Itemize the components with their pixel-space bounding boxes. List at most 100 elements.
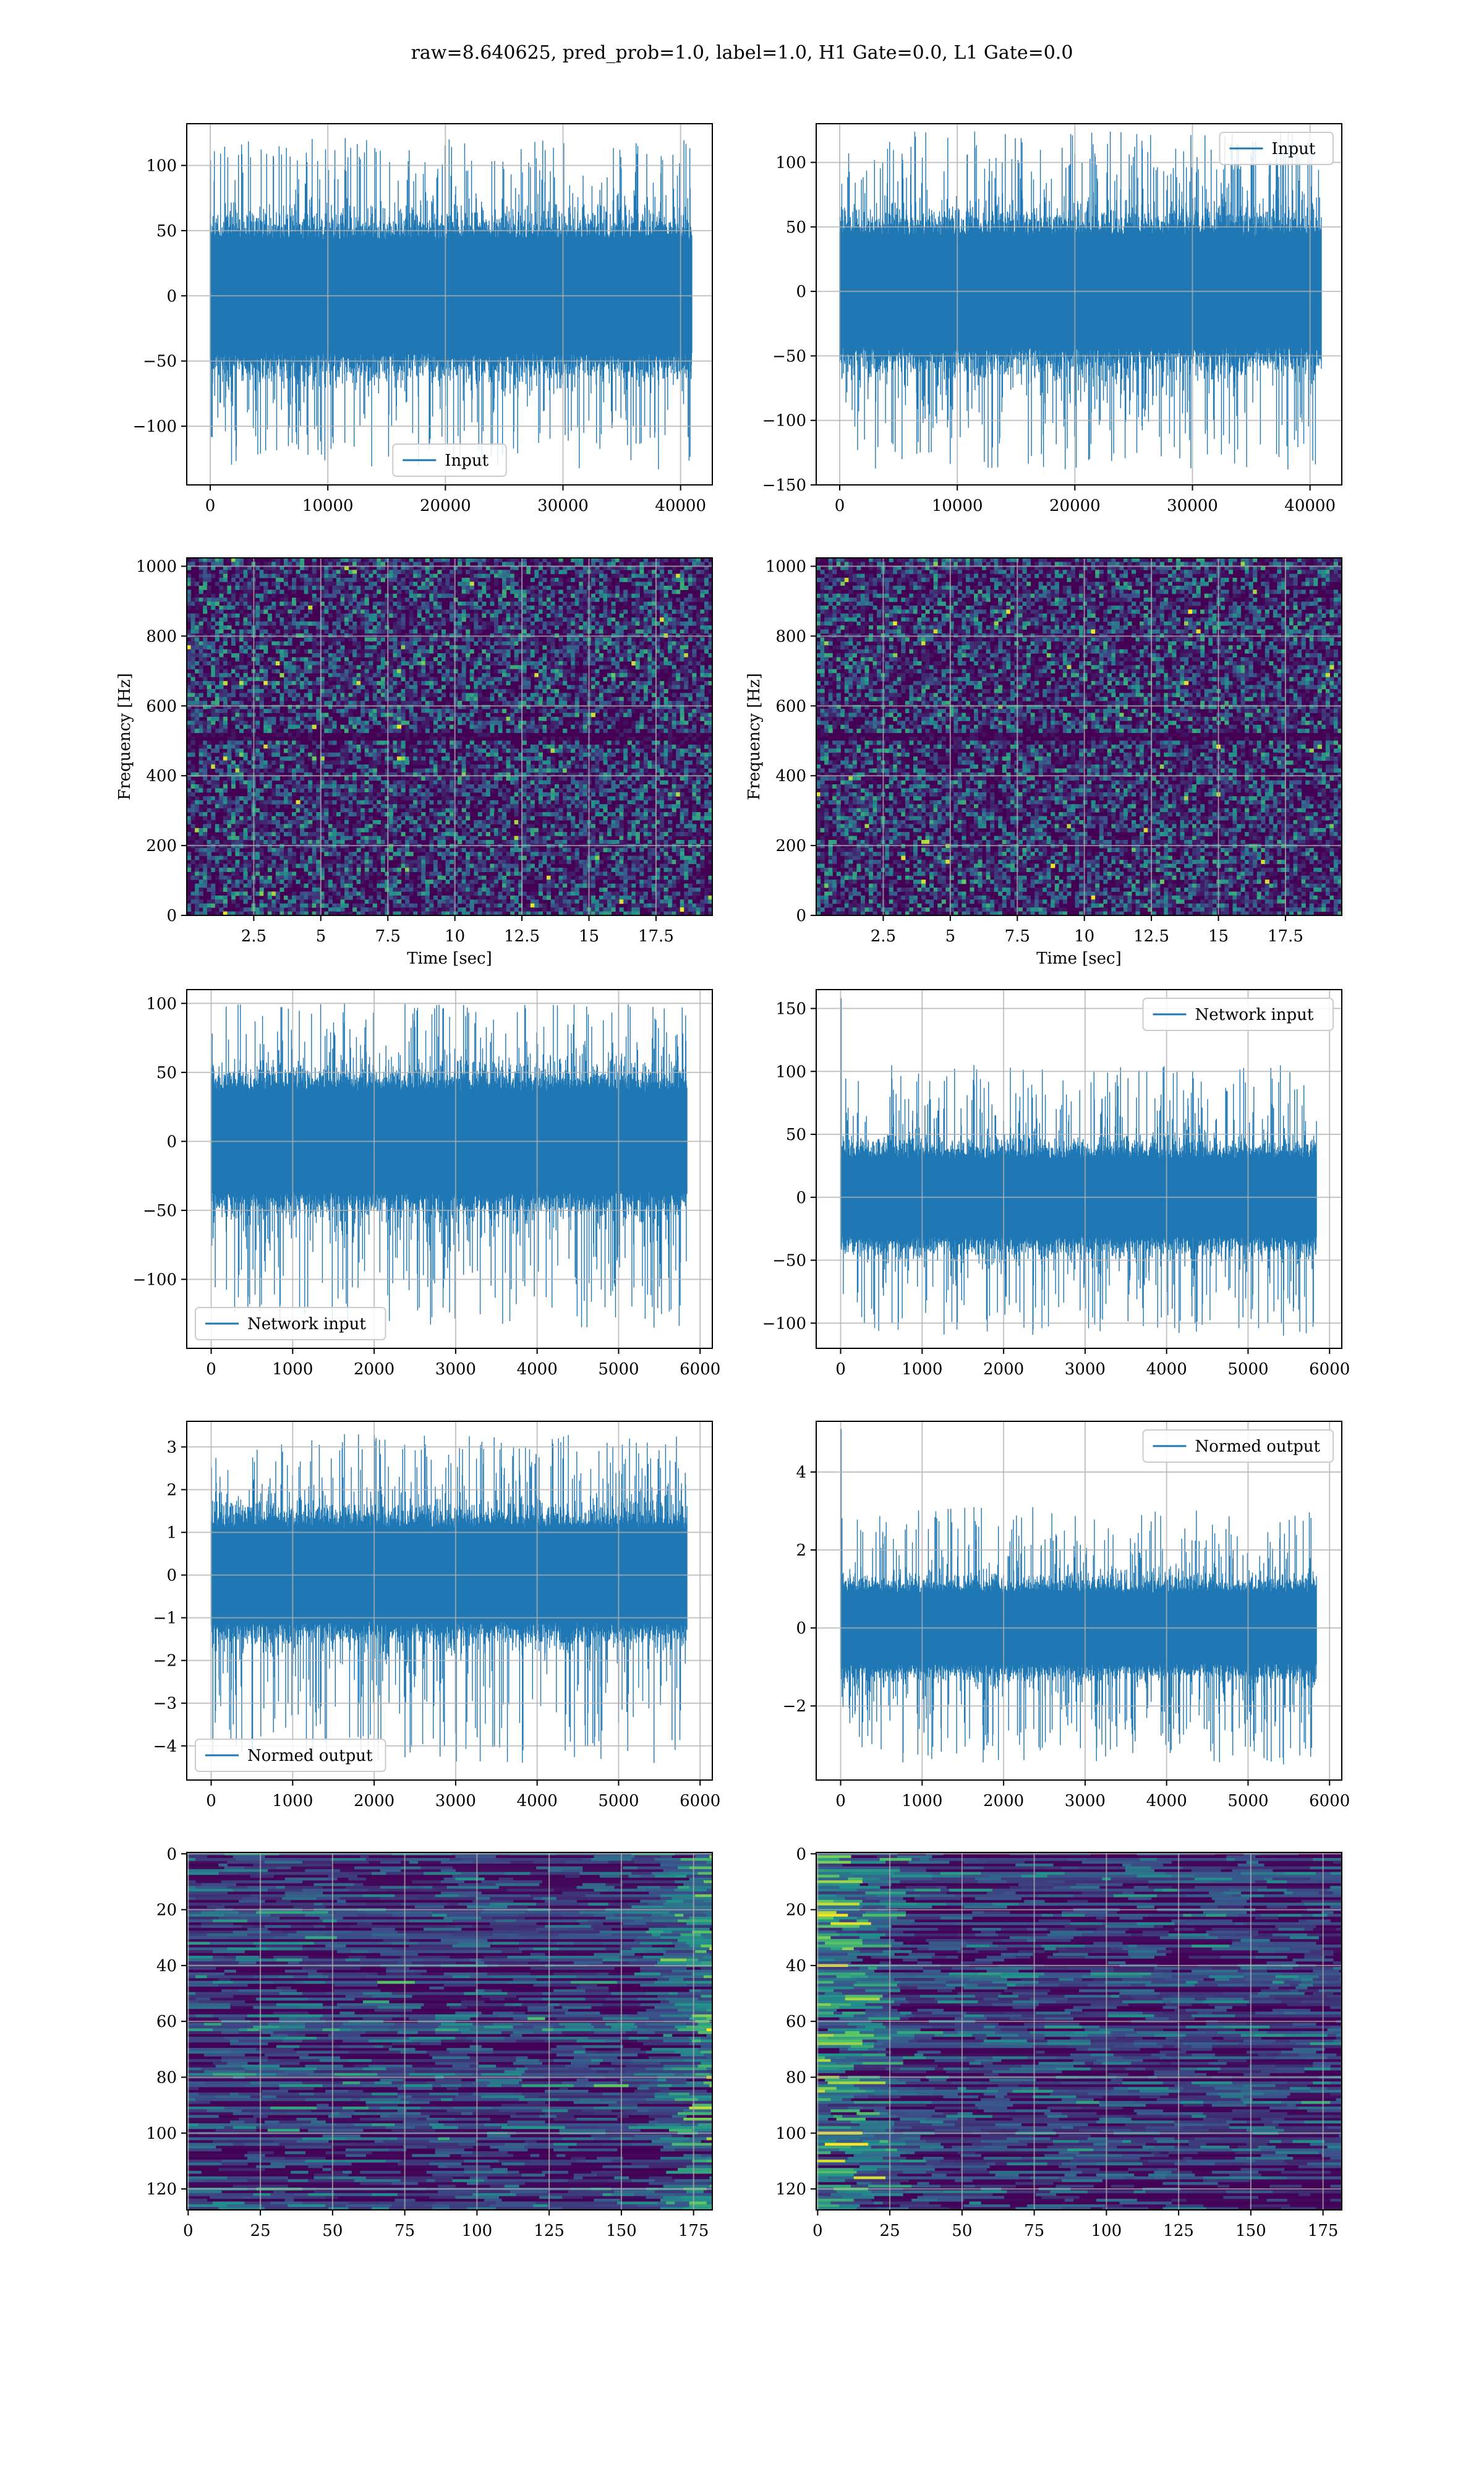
heatmap-cell — [263, 764, 268, 769]
heatmap-cell — [591, 562, 595, 567]
heatmap-cell — [348, 681, 353, 686]
heatmap-cell — [651, 665, 657, 670]
heatmap-cell — [275, 558, 280, 563]
heatmap-cell — [660, 609, 665, 614]
heatmap-cell — [627, 562, 632, 567]
heatmap-cell — [660, 585, 665, 590]
heatmap-cell — [352, 764, 357, 769]
heatmap-cell — [555, 589, 560, 594]
heatmap-cell — [433, 558, 438, 563]
heatmap-cell — [607, 665, 612, 670]
heatmap-cell — [271, 724, 276, 729]
heatmap-cell — [441, 780, 446, 785]
heatmap-cell — [292, 617, 297, 622]
heatmap-cell — [397, 581, 402, 586]
heatmap-cell — [352, 701, 357, 706]
heatmap-cell — [296, 752, 301, 757]
heatmap-cell — [627, 713, 632, 717]
heatmap-cell — [340, 724, 345, 729]
heatmap-cell — [493, 677, 499, 682]
heatmap-cell — [534, 597, 539, 602]
heatmap-cell — [344, 677, 349, 682]
heatmap-cell — [571, 578, 576, 583]
heatmap-cell — [283, 593, 289, 598]
heatmap-cell — [542, 713, 547, 717]
heatmap-cell — [369, 713, 373, 717]
heatmap-cell — [502, 681, 507, 686]
heatmap-cell — [708, 776, 712, 781]
heatmap-cell — [380, 625, 385, 630]
heatmap-cell — [437, 621, 442, 626]
heatmap-cell — [595, 558, 600, 563]
heatmap-cell — [332, 625, 337, 630]
heatmap-cell — [615, 665, 620, 670]
heatmap-cell — [651, 617, 657, 622]
heatmap-cell — [429, 613, 434, 618]
heatmap-cell — [405, 641, 410, 646]
heatmap-cell — [506, 764, 511, 769]
heatmap-cell — [611, 752, 616, 757]
heatmap-cell — [635, 565, 640, 570]
y-tick-label: −50 — [143, 353, 177, 371]
legend-box — [1219, 132, 1334, 165]
heatmap-cell — [603, 752, 608, 757]
heatmap-cell — [611, 609, 616, 614]
heatmap-cell — [615, 661, 620, 666]
heatmap-cell — [296, 780, 301, 785]
heatmap-cell — [364, 617, 369, 622]
heatmap-cell — [195, 724, 200, 729]
heatmap-cell — [530, 653, 535, 658]
heatmap-cell — [647, 613, 652, 618]
heatmap-cell — [195, 558, 200, 563]
heatmap-cell — [542, 621, 547, 626]
heatmap-cell — [312, 764, 317, 769]
heatmap-cell — [429, 677, 434, 682]
heatmap-cell — [639, 621, 644, 626]
heatmap-cell — [413, 784, 418, 789]
heatmap-cell — [546, 784, 552, 789]
heatmap-cell — [425, 681, 430, 686]
heatmap-cell — [198, 784, 203, 789]
heatmap-cell — [401, 701, 406, 706]
heatmap-cell — [635, 688, 640, 693]
heatmap-cell — [425, 649, 430, 654]
heatmap-cell — [514, 649, 519, 654]
heatmap-cell — [700, 709, 705, 714]
heatmap-cell — [635, 752, 640, 757]
heatmap-cell — [514, 617, 519, 622]
heatmap-cell — [356, 606, 361, 610]
heatmap-cell — [401, 641, 406, 646]
heatmap-cell — [582, 752, 587, 757]
heatmap-cell — [445, 558, 450, 563]
heatmap-cell — [312, 641, 317, 646]
heatmap-cell — [566, 565, 571, 570]
heatmap-cell — [663, 780, 668, 785]
heatmap-cell — [477, 744, 482, 749]
heatmap-cell — [397, 748, 402, 753]
heatmap-cell — [615, 565, 620, 570]
heatmap-cell — [259, 645, 264, 650]
heatmap-cell — [466, 716, 471, 721]
heatmap-cell — [574, 570, 579, 575]
heatmap-cell — [296, 645, 301, 650]
heatmap-cell — [279, 570, 284, 575]
heatmap-cell — [203, 637, 208, 642]
heatmap-cell — [445, 581, 450, 586]
heatmap-cell — [704, 617, 709, 622]
heatmap-cell — [631, 565, 636, 570]
heatmap-cell — [477, 685, 482, 690]
heatmap-cell — [441, 721, 446, 726]
heatmap-cell — [336, 788, 341, 793]
heatmap-cell — [312, 597, 317, 602]
heatmap-cell — [380, 788, 385, 793]
heatmap-cell — [538, 565, 543, 570]
heatmap-cell — [526, 721, 531, 726]
heatmap-cell — [595, 621, 600, 626]
heatmap-cell — [655, 768, 660, 773]
heatmap-cell — [627, 696, 632, 701]
heatmap-cell — [340, 696, 345, 701]
heatmap-cell — [352, 657, 357, 662]
heatmap-cell — [663, 665, 668, 670]
heatmap-cell — [283, 653, 289, 658]
